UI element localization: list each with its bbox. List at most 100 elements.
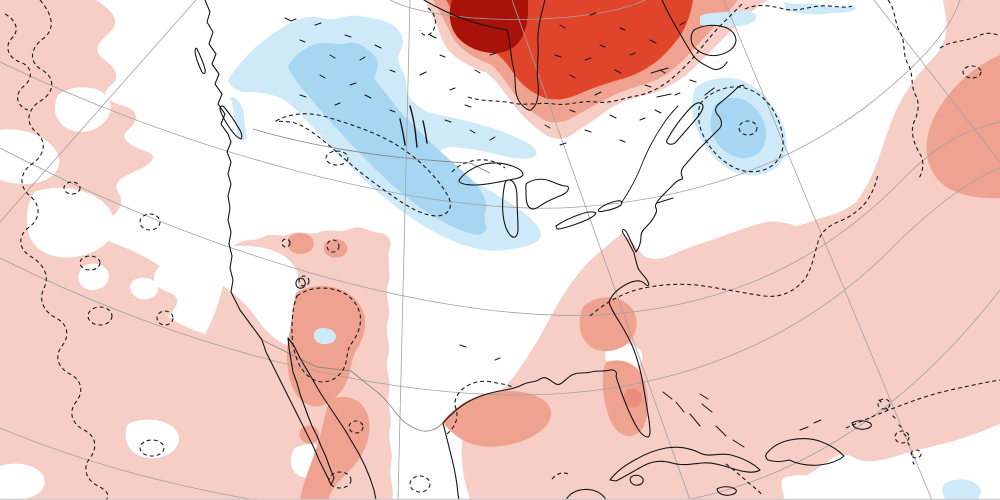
island-vancouver — [219, 105, 243, 140]
graticule-parallel-4 — [0, 167, 1000, 396]
contour-loop-pacific-4 — [139, 213, 161, 231]
warm-salmon-texas-coast — [443, 391, 551, 447]
coast-hudson-james-bay — [423, 0, 546, 111]
coast-pacific-baja-mexico — [204, 0, 377, 500]
lake-ontario — [597, 200, 623, 213]
contour-red-west-edge — [419, 7, 437, 36]
contour-pacific-meander — [20, 0, 109, 500]
graticule-parallel-5 — [0, 289, 1000, 500]
contour-loop-sw-1 — [298, 275, 310, 287]
island-cuba — [609, 446, 761, 482]
coast-yucatan — [565, 488, 607, 500]
island-cape-breton — [704, 87, 715, 96]
dashed-contours — [4, 0, 1000, 500]
squiggle-field — [284, 12, 697, 361]
islands-bahamas — [662, 391, 822, 448]
graticule-meridian-4 — [723, 0, 933, 500]
contour-top-edge-east — [744, 5, 853, 11]
island-long-island — [656, 197, 674, 204]
coast-mexico-east — [442, 422, 460, 500]
white-patch-pacific-1 — [54, 87, 111, 132]
contour-antilles — [845, 379, 1000, 429]
contour-cold-prairies — [274, 113, 451, 217]
island-haida-gwaii — [194, 47, 206, 74]
contour-warm-south-edge — [467, 1, 745, 105]
white-patch-ocean-sw-1 — [125, 419, 179, 459]
graticule-meridian-3 — [511, 0, 691, 500]
cold-speck-se-corner — [942, 479, 981, 500]
lake-winnipeg-group — [399, 105, 428, 148]
contour-loop-bottom-2 — [409, 475, 431, 493]
island-newfoundland — [690, 24, 737, 57]
contour-yucatan-bit — [551, 472, 571, 480]
cold-strip-top-2 — [784, 2, 856, 15]
contour-pacific-corner — [4, 13, 31, 111]
contour-texas-coast — [446, 380, 515, 435]
white-patch-pacific-6 — [130, 277, 159, 300]
graticule-meridian-2 — [397, 0, 411, 500]
contour-loop-atlantic-canada-inner — [738, 120, 758, 136]
contour-nw-atlantic-edge — [887, 0, 924, 181]
contour-cold-atlantic-canada — [698, 86, 784, 173]
contour-loop-antilles-1 — [877, 398, 891, 410]
graticule-meridian-5 — [873, 0, 1000, 163]
contour-loop-pacific-2 — [139, 439, 165, 457]
warm-salmon-mexico-south — [300, 396, 370, 500]
white-patch-california-nevada — [203, 245, 342, 352]
cold-anomaly-group — [228, 2, 981, 500]
white-patch-ocean-sw-2 — [0, 463, 45, 500]
contour-topright-corner — [939, 32, 1000, 49]
contour-loop-antilles-2 — [894, 430, 910, 444]
warm-salmon-southwest-main — [286, 285, 366, 407]
cold-region-atlantic-canada-medium — [710, 97, 767, 159]
small-lakes-squiggles — [284, 12, 697, 361]
warm-region-gulf-southeast-atlantic — [461, 0, 1000, 500]
border-us-mexico — [261, 339, 444, 432]
warm-spot-florida — [623, 388, 642, 408]
contour-loop-pacific-5 — [87, 306, 113, 326]
islands-lesser-antilles — [878, 399, 915, 465]
white-patch-pacific-3 — [26, 187, 115, 258]
lake-huron — [525, 178, 569, 210]
country-borders — [252, 128, 491, 432]
warm-salmon-four-corners-1 — [287, 233, 314, 254]
coast-gulf-eastcoast — [442, 84, 745, 438]
contour-loop-pacific-1 — [79, 255, 101, 271]
contour-loop-prairies-inner — [325, 150, 349, 166]
contour-southwest-loop — [291, 287, 362, 383]
contour-loop-antilles-3 — [910, 449, 922, 459]
island-anticosti — [650, 67, 669, 74]
lake-michigan — [502, 179, 519, 238]
contour-loop-pacific-6 — [156, 310, 174, 326]
contour-loop-sw-3 — [281, 238, 291, 248]
river-st-lawrence — [621, 105, 679, 203]
border-us-canada — [252, 128, 491, 174]
contour-superior-north — [451, 159, 506, 173]
contour-loop-bottom-1 — [328, 471, 352, 489]
island-jamaica — [716, 486, 737, 496]
island-pei — [656, 93, 672, 98]
cold-region-prairies-medium — [288, 42, 487, 235]
graticule-meridian-1 — [0, 0, 197, 223]
graticule-parallel-1 — [389, 0, 646, 20]
coastlines — [194, 0, 915, 500]
island-hispaniola — [765, 438, 845, 466]
contour-loop-nw-atlantic — [962, 65, 982, 79]
white-patch-below-hispaniola — [781, 475, 826, 500]
contour-loop-pacific-3 — [63, 181, 81, 195]
contour-se-atlantic-long — [589, 173, 879, 317]
lake-superior — [458, 162, 524, 186]
warm-salmon-four-corners-2 — [323, 239, 348, 258]
white-patch-pacific-4 — [134, 219, 173, 257]
contour-loop-sw-2 — [326, 239, 340, 253]
contour-loop-sw-4 — [348, 420, 364, 434]
lake-great-salt — [295, 277, 306, 289]
cold-speck-great-basin — [313, 327, 336, 345]
graticule-parallel-3 — [0, 121, 1000, 316]
white-patch-pacific-5 — [78, 263, 109, 291]
contour-south-cuba — [725, 463, 764, 497]
warm-salmon-nw-atlantic — [926, 55, 1000, 199]
lake-erie — [555, 211, 597, 230]
island-nova-scotia — [666, 102, 704, 145]
